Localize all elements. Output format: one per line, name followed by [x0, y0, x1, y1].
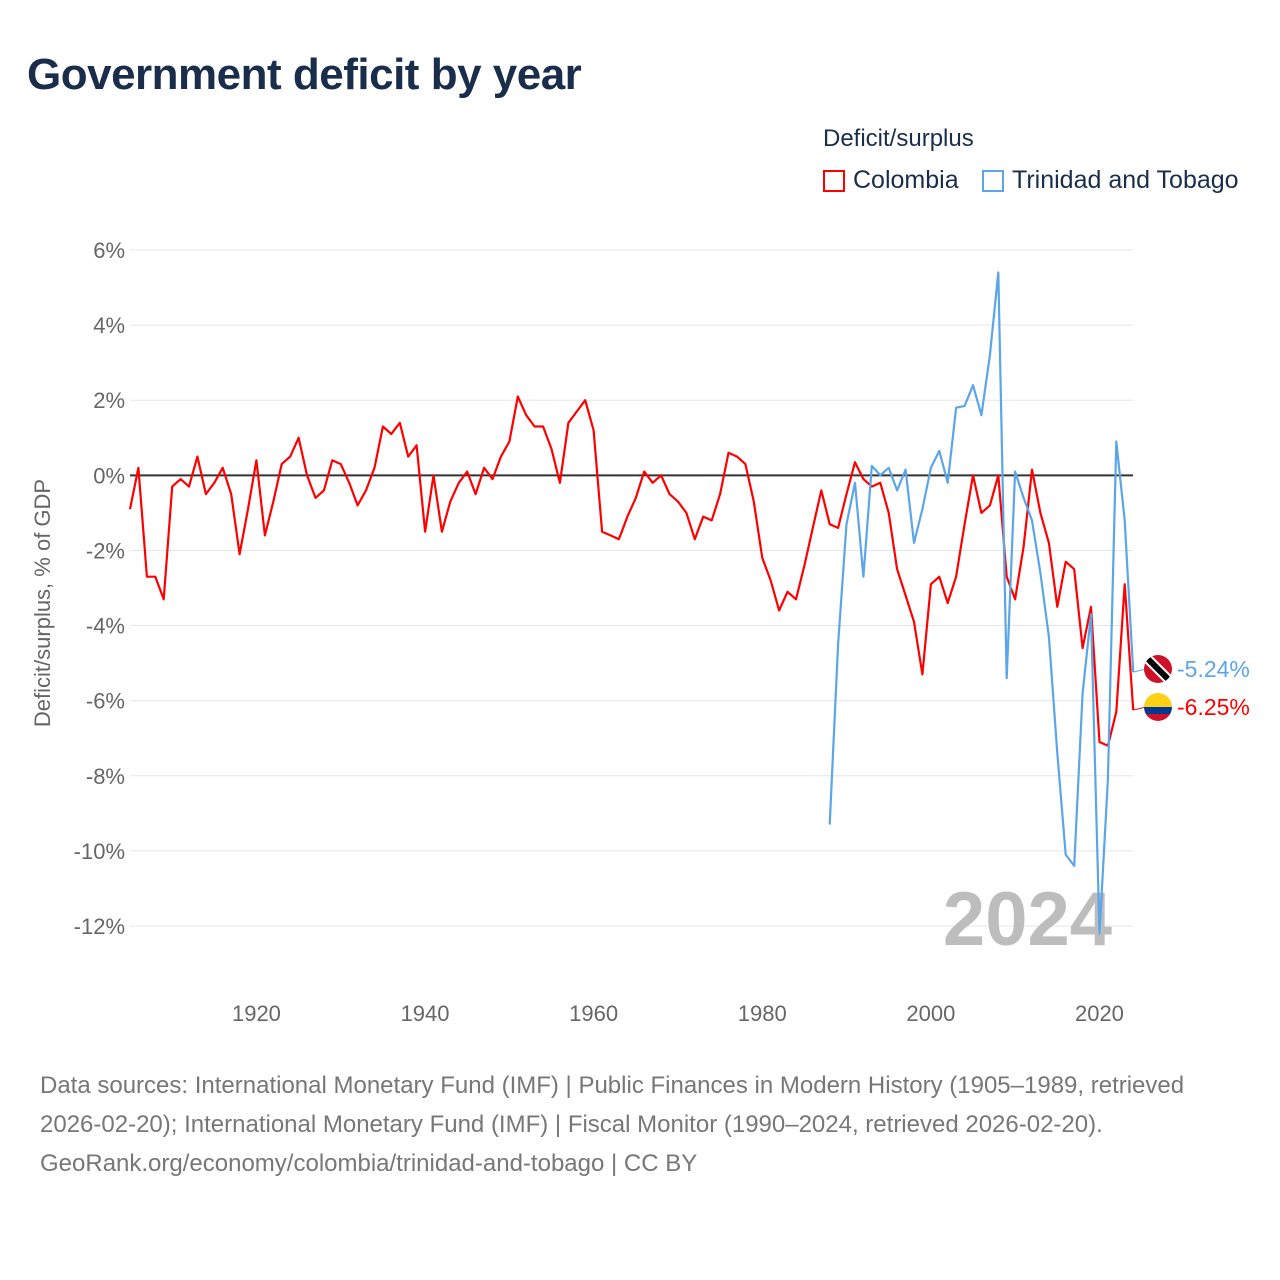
- x-tick-label: 1940: [401, 1001, 450, 1026]
- y-axis-label: Deficit/surplus, % of GDP: [30, 479, 55, 727]
- y-tick-label: 2%: [93, 388, 125, 413]
- legend-item-trinidad-and-tobago[interactable]: Trinidad and Tobago: [982, 166, 1239, 195]
- data-sources: Data sources: International Monetary Fun…: [40, 1072, 1185, 1138]
- chart-title: Government deficit by year: [27, 50, 582, 99]
- legend-swatch: [823, 169, 845, 192]
- y-tick-label: -12%: [74, 914, 125, 939]
- x-tick-label: 2000: [906, 1001, 955, 1026]
- legend-item-colombia[interactable]: Colombia: [823, 166, 959, 195]
- label-connector: [1133, 668, 1147, 673]
- credit-link[interactable]: GeoRank.org/economy/colombia/trinidad-an…: [40, 1150, 698, 1177]
- legend-label: Colombia: [853, 166, 959, 194]
- legend-title: Deficit/surplus: [823, 125, 974, 152]
- trinidad-flag-icon: [1144, 655, 1172, 683]
- x-tick-label: 1920: [232, 1001, 281, 1026]
- footer: Data sources: International Monetary Fun…: [40, 1066, 1250, 1183]
- y-tick-label: -2%: [86, 538, 125, 563]
- y-tick-label: -4%: [86, 614, 125, 639]
- y-tick-label: -10%: [74, 839, 125, 864]
- x-tick-label: 2020: [1075, 1001, 1124, 1026]
- colombia-flag-icon: [1144, 693, 1172, 721]
- y-tick-label: 4%: [93, 313, 125, 338]
- label-connector: [1133, 706, 1147, 711]
- y-tick-label: -6%: [86, 689, 125, 714]
- end-value-label: -6.25%: [1177, 694, 1250, 720]
- series-line-colombia: [128, 395, 1135, 747]
- y-tick-label: 6%: [93, 238, 125, 263]
- legend-label: Trinidad and Tobago: [1012, 166, 1239, 194]
- legend-swatch: [982, 169, 1004, 192]
- x-tick-label: 1980: [738, 1001, 787, 1026]
- y-tick-label: 0%: [93, 463, 125, 488]
- y-tick-label: -8%: [86, 764, 125, 789]
- year-watermark: 2024: [943, 877, 1112, 962]
- end-value-label: -5.24%: [1177, 656, 1250, 682]
- line-chart: 6% 4% 2% 0% -2% -4% -6% -8% -10% -12% 1920 1940 1960…: [30, 238, 1250, 1026]
- x-tick-label: 1960: [569, 1001, 618, 1026]
- series-line-trinidad-and-tobago: [828, 271, 1135, 935]
